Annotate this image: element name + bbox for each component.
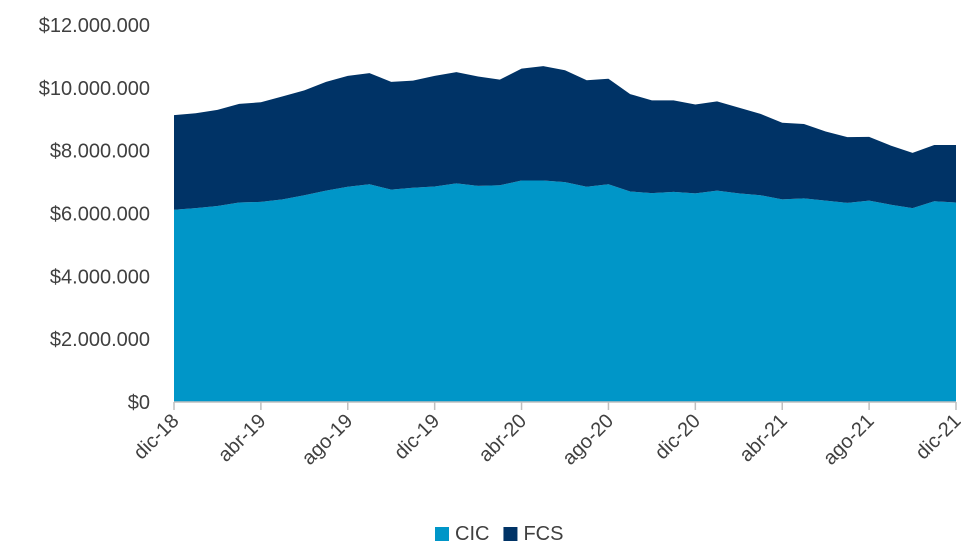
plot-areas <box>174 66 956 402</box>
x-tick-label: dic-18 <box>129 410 183 464</box>
x-tick-label: ago-20 <box>558 410 618 470</box>
x-tick-label: abr-19 <box>214 410 270 466</box>
y-tick-label: $2.000.000 <box>50 329 150 351</box>
legend-label-cic: CIC <box>455 523 489 545</box>
x-tick-label: dic-20 <box>651 410 705 464</box>
y-tick-label: $8.000.000 <box>50 141 150 163</box>
x-tick-label: ago-19 <box>298 410 358 470</box>
y-tick-label: $4.000.000 <box>50 266 150 288</box>
y-axis: $0 $2.000.000 $4.000.000 $6.000.000 $8.000.0… <box>39 15 150 414</box>
y-tick-label: $0 <box>128 392 150 414</box>
y-tick-label: $10.000.000 <box>39 78 150 100</box>
x-tick-label: dic-21 <box>911 410 961 464</box>
x-tick-label: ago-21 <box>819 410 879 470</box>
y-tick-label: $6.000.000 <box>50 204 150 226</box>
x-tick-label: abr-20 <box>475 410 531 466</box>
area-series-fcs <box>174 66 956 210</box>
legend: CIC FCS <box>435 523 563 545</box>
x-tick-label: dic-19 <box>390 410 444 464</box>
area-series-cic <box>174 180 956 402</box>
legend-label-fcs: FCS <box>523 523 563 545</box>
y-tick-label: $12.000.000 <box>39 15 150 37</box>
legend-swatch-fcs <box>503 527 518 541</box>
legend-swatch-cic <box>435 527 449 541</box>
x-axis: dic-18 abr-19 ago-19 dic-19 abr-20 ago-20 dic-… <box>129 401 961 470</box>
x-tick-label: abr-21 <box>735 410 791 466</box>
